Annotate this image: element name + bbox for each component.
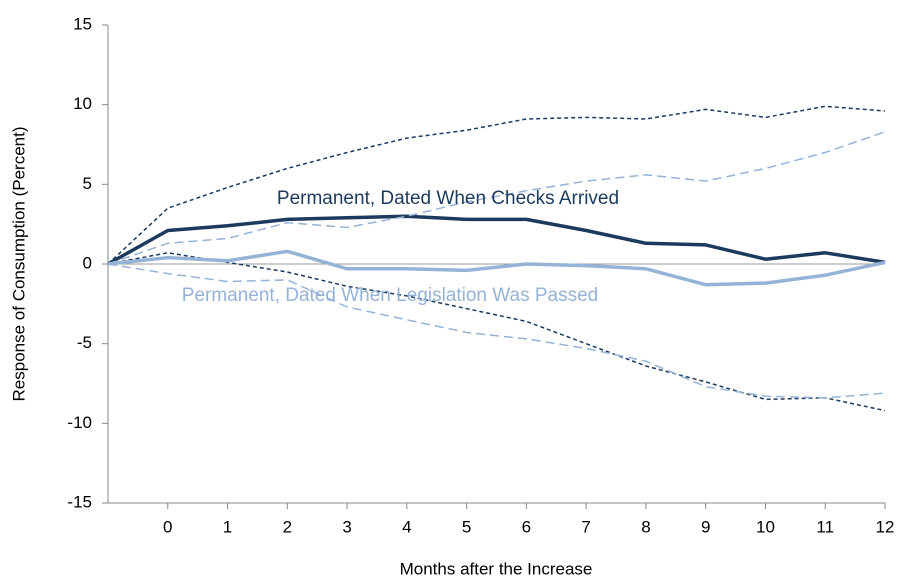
x-tick-label: 1 [223, 517, 232, 536]
x-tick-label: 5 [462, 517, 471, 536]
y-tick-label: 5 [83, 174, 92, 193]
x-tick-label: 9 [701, 517, 710, 536]
confidence-line [107, 263, 886, 399]
x-tick-label: 8 [641, 517, 650, 536]
y-axis-label: Response of Consumption (Percent) [9, 127, 28, 402]
x-tick-label: 10 [756, 517, 775, 536]
series-annotation: Permanent, Dated When Legislation Was Pa… [182, 285, 598, 306]
confidence-line [107, 131, 886, 265]
series-line [107, 249, 886, 287]
x-tick-label: 0 [163, 517, 172, 536]
x-tick-label: 4 [402, 517, 411, 536]
confidence-line [107, 252, 886, 412]
series-annotation: Permanent, Dated When Checks Arrived [277, 188, 619, 209]
x-tick-label: 12 [876, 517, 895, 536]
x-axis-label: Months after the Increase [400, 559, 593, 578]
x-tick-label: 3 [342, 517, 351, 536]
x-tick-label: 6 [522, 517, 531, 536]
confidence-line [107, 105, 886, 265]
x-tick-label: 7 [581, 517, 590, 536]
y-tick-label: -15 [67, 492, 92, 511]
y-tick-label: -5 [77, 333, 92, 352]
series-line [107, 214, 886, 266]
y-tick-label: -10 [67, 413, 92, 432]
x-tick-label: 2 [283, 517, 292, 536]
y-tick-label: 0 [83, 253, 92, 272]
y-tick-label: 10 [73, 94, 92, 113]
y-tick-label: 15 [73, 14, 92, 33]
x-tick-label: 11 [816, 517, 834, 536]
